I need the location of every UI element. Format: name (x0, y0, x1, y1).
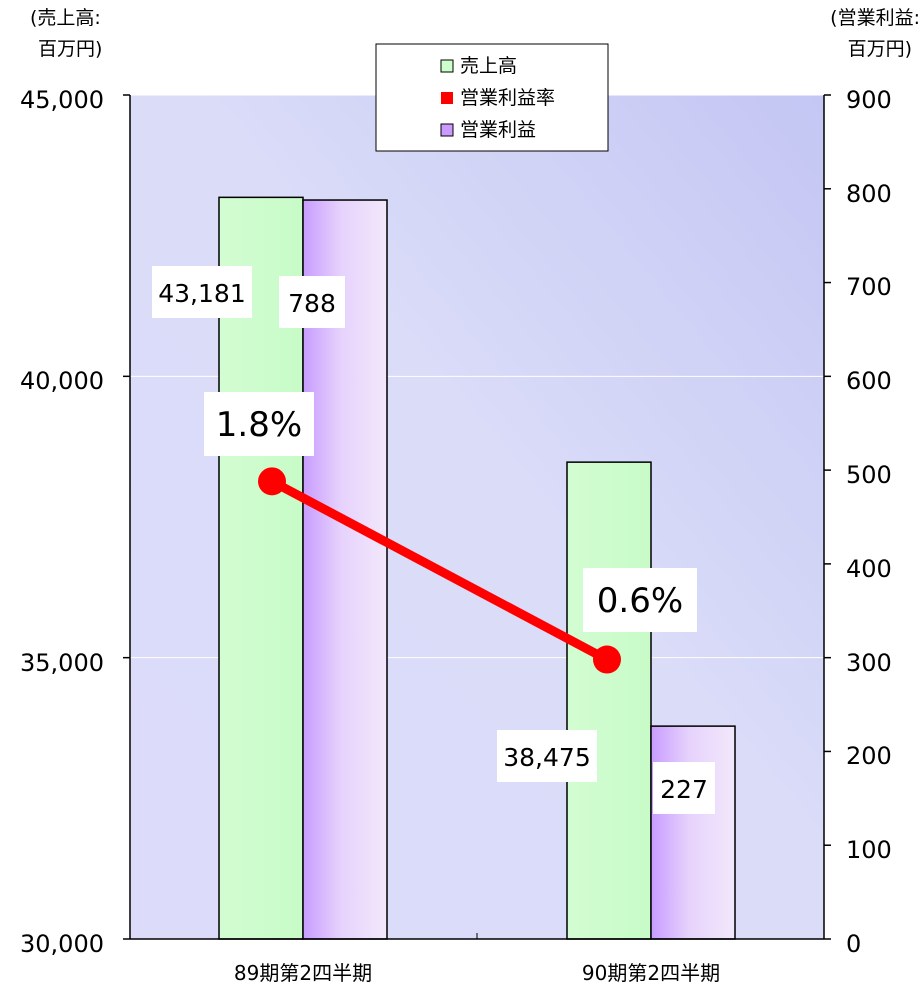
right-tick-label: 800 (846, 180, 892, 208)
data-label-text: 38,475 (503, 743, 590, 772)
data-label-text: 227 (660, 775, 708, 804)
left-tick-label: 35,000 (20, 649, 104, 677)
legend-swatch-margin (441, 92, 453, 104)
data-label-box (653, 762, 715, 814)
right-tick-label: 100 (846, 836, 892, 864)
bar-sales (566, 461, 652, 940)
data-label-text: 43,181 (158, 279, 245, 308)
margin-point (258, 467, 286, 496)
margin-line-path (267, 476, 612, 665)
data-label-box (279, 276, 345, 328)
right-tick-label: 500 (846, 461, 892, 489)
right-tick-label: 300 (846, 649, 892, 677)
data-label-profit-89: 788 (279, 276, 345, 328)
data-label-text: 1.8% (216, 405, 302, 445)
margin-point (593, 645, 621, 674)
category-label: 89期第2四半期 (234, 961, 372, 985)
data-label-profit-90: 227 (653, 762, 715, 814)
legend-label-profit: 営業利益 (460, 119, 536, 141)
left-tick-label: 45,000 (20, 86, 104, 114)
right-tick-label: 200 (846, 742, 892, 770)
bars (218, 196, 736, 940)
right-axis-label-line1: (営業利益: (830, 7, 920, 29)
data-label-margin-89: 1.8% (204, 392, 314, 456)
data-label-box (497, 730, 597, 782)
operating-margin-line (258, 467, 621, 674)
right-tick-label: 400 (846, 555, 892, 583)
data-label-box (583, 568, 697, 632)
data-label-text: 0.6% (597, 581, 683, 621)
right-tick-label: 900 (846, 86, 892, 114)
data-label-sales-89: 43,181 (152, 266, 252, 318)
category-label: 90期第2四半期 (582, 961, 720, 985)
legend-label-margin: 営業利益率 (460, 87, 555, 109)
data-label-margin-90: 0.6% (583, 568, 697, 632)
right-axis-label-line2: 百万円) (848, 38, 912, 60)
legend-label-sales: 売上高 (460, 55, 517, 77)
legend-box (375, 43, 609, 152)
data-label-box (204, 392, 314, 456)
left-axis-label-line1: (売上高: (30, 7, 101, 29)
right-axis-ticks (824, 94, 831, 940)
legend-swatch-profit (440, 123, 454, 137)
right-tick-label: 600 (846, 367, 892, 395)
right-tick-label: 700 (846, 273, 892, 301)
left-tick-label: 30,000 (20, 930, 104, 958)
left-axis-label-line2: 百万円) (38, 38, 102, 60)
data-label-sales-90: 38,475 (497, 730, 597, 782)
right-tick-label: 0 (846, 930, 861, 958)
bar-operating-profit (650, 725, 736, 940)
legend-swatch-sales (440, 59, 454, 73)
data-label-box (152, 266, 252, 318)
left-tick-label: 40,000 (20, 367, 104, 395)
data-label-text: 788 (288, 289, 336, 318)
left-axis-ticks (123, 94, 130, 940)
legend: 売上高 営業利益率 営業利益 (375, 43, 609, 152)
